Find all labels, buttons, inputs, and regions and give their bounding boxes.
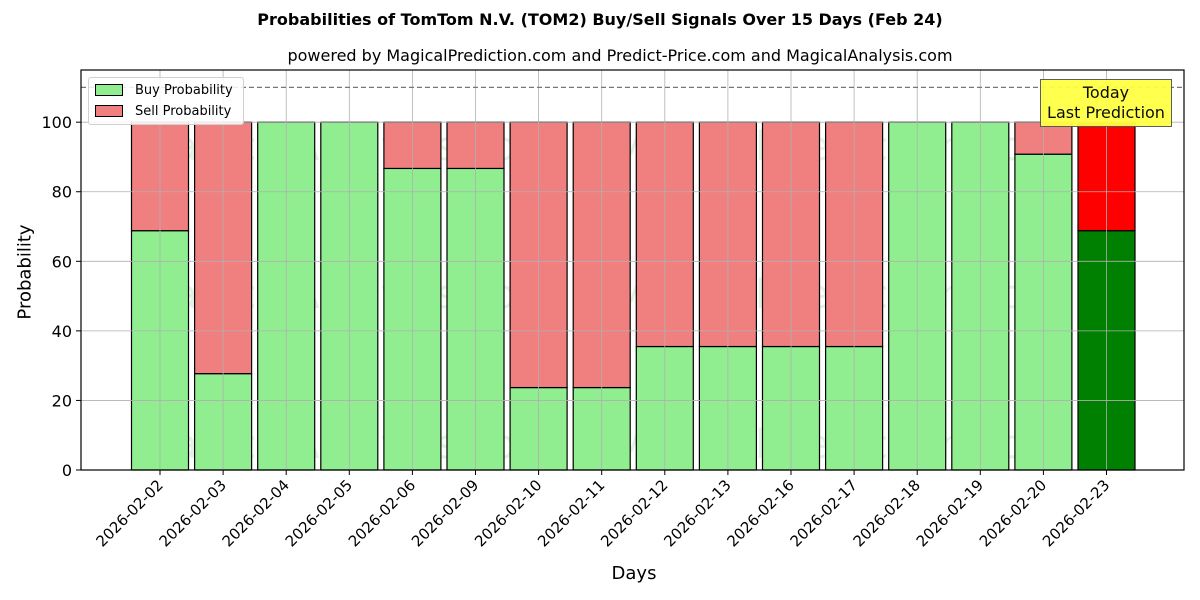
chart-title: Probabilities of TomTom N.V. (TOM2) Buy/… — [257, 10, 943, 29]
x-tick-label: 2026-02-10 — [471, 476, 545, 550]
legend-item-sell: Sell Probability — [95, 102, 231, 120]
x-tick-label: 2026-02-18 — [850, 476, 924, 550]
buy-swatch-icon — [95, 84, 123, 96]
legend-sell-label: Sell Probability — [135, 103, 232, 119]
y-tick-label: 0 — [62, 461, 72, 480]
x-tick-label: 2026-02-12 — [597, 476, 671, 550]
y-axis-label: Probability — [14, 224, 36, 320]
y-tick-label: 40 — [52, 322, 72, 341]
legend-item-buy: Buy Probability — [95, 81, 233, 99]
x-tick-label: 2026-02-17 — [787, 476, 861, 550]
legend: Buy Probability Sell Probability — [88, 77, 244, 125]
sell-swatch-icon — [95, 105, 123, 117]
x-tick-label: 2026-02-06 — [345, 476, 419, 550]
plot-frame — [80, 69, 1185, 471]
y-tick-label: 60 — [52, 252, 72, 271]
x-tick-label: 2026-02-05 — [282, 476, 356, 550]
y-tick-label: 80 — [52, 183, 72, 202]
x-tick-label: 2026-02-09 — [408, 476, 482, 550]
x-tick-label: 2026-02-03 — [156, 476, 230, 550]
y-tick-label: 20 — [52, 391, 72, 410]
x-tick-label: 2026-02-20 — [976, 476, 1050, 550]
x-tick-label: 2026-02-04 — [219, 476, 293, 550]
x-tick-label: 2026-02-11 — [534, 476, 608, 550]
annotation-line-2: Last Prediction — [1047, 103, 1165, 122]
x-tick-label: 2026-02-02 — [92, 476, 166, 550]
today-annotation: Today Last Prediction — [1040, 79, 1172, 127]
annotation-line-1: Today — [1082, 83, 1130, 102]
chart-subtitle: powered by MagicalPrediction.com and Pre… — [287, 46, 953, 65]
x-tick-label: 2026-02-16 — [723, 476, 797, 550]
x-tick-label: 2026-02-23 — [1039, 476, 1113, 550]
legend-buy-label: Buy Probability — [135, 82, 233, 98]
x-tick-label: 2026-02-19 — [913, 476, 987, 550]
x-tick-label: 2026-02-13 — [660, 476, 734, 550]
x-axis-label: Days — [611, 563, 657, 584]
y-tick-label: 100 — [41, 113, 72, 132]
